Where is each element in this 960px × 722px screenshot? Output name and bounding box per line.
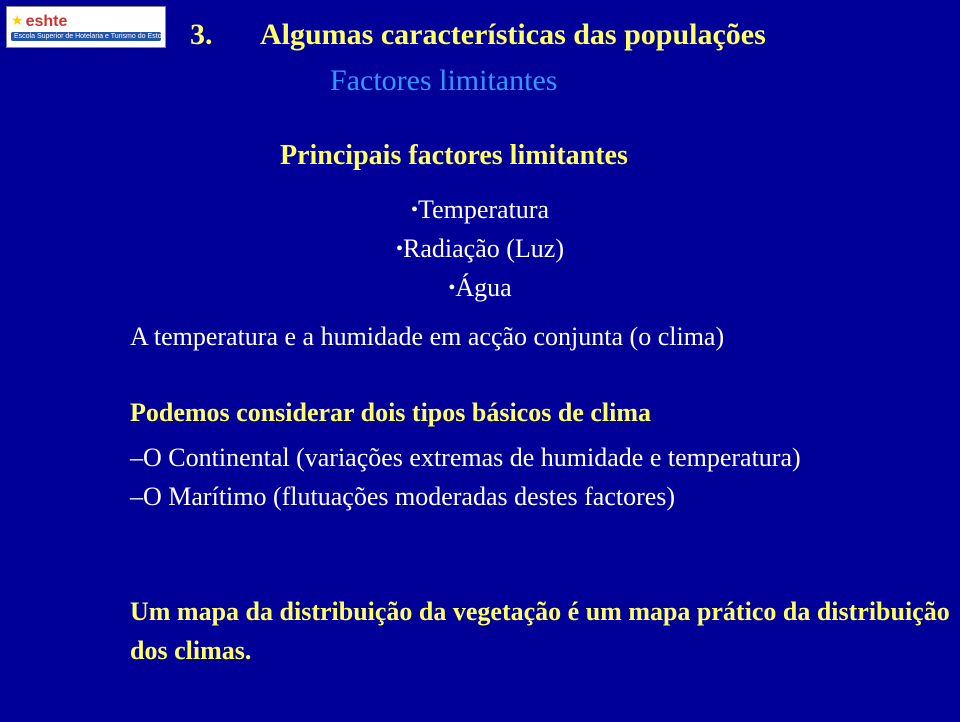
logo-tagline: Escola Superior de Hotelaria e Turismo d… (11, 32, 161, 41)
logo-top: ★ eshte (11, 14, 161, 30)
slide-number: 3. (190, 18, 213, 52)
dash-list: –O Continental (variações extremas de hu… (130, 438, 801, 516)
section1-heading: Principais factores limitantes (280, 140, 628, 172)
bullet-item: •Água (0, 268, 960, 307)
logo-star-icon: ★ (11, 15, 24, 29)
bullet-dot-icon: • (411, 199, 418, 221)
footer-text: Um mapa da distribuição da vegetação é u… (130, 592, 960, 670)
section3-heading: Podemos considerar dois tipos básicos de… (130, 398, 651, 428)
dash-item: –O Marítimo (flutuações moderadas destes… (130, 477, 801, 516)
bullet-text: Temperatura (418, 195, 549, 224)
bullet-dot-icon: • (396, 238, 403, 260)
dash-item: –O Continental (variações extremas de hu… (130, 438, 801, 477)
bullet-list-1: •Temperatura •Radiação (Luz) •Água (0, 190, 960, 307)
dash-text: O Marítimo (flutuações moderadas destes … (143, 482, 675, 511)
bullet-item: •Temperatura (0, 190, 960, 229)
slide-title: Algumas características das populações (260, 18, 766, 52)
bullet-text: Água (455, 273, 511, 302)
logo-box: ★ eshte Escola Superior de Hotelaria e T… (6, 6, 166, 48)
slide-subtitle: Factores limitantes (330, 64, 557, 98)
bullet-dot-icon: • (448, 277, 455, 299)
logo-main-text: eshte (26, 14, 68, 30)
dash-text: O Continental (variações extremas de hum… (143, 443, 801, 472)
section2-heading: A temperatura e a humidade em acção conj… (130, 322, 724, 352)
bullet-text: Radiação (Luz) (403, 234, 564, 263)
bullet-item: •Radiação (Luz) (0, 229, 960, 268)
